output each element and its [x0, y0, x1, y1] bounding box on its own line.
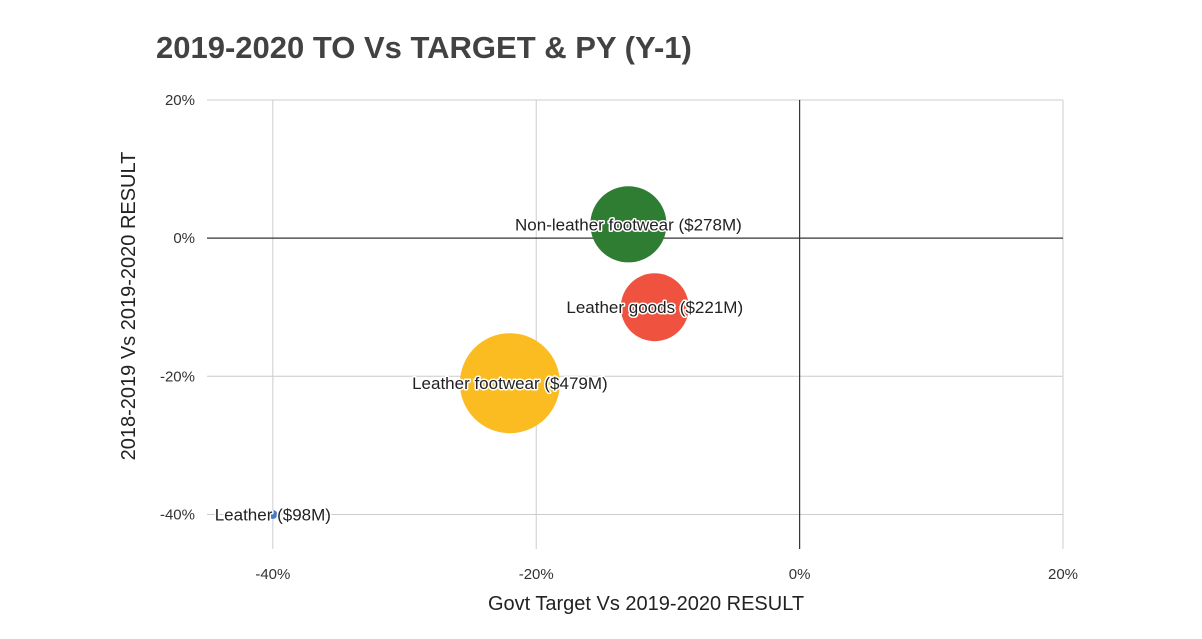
- x-tick-label: -40%: [255, 566, 290, 583]
- x-axis-title: Govt Target Vs 2019-2020 RESULT: [488, 593, 804, 615]
- x-tick-label: -20%: [519, 566, 554, 583]
- bubble-label: Leather goods ($221M): [566, 298, 743, 317]
- bubble-label: Leather ($98M): [215, 505, 331, 524]
- y-tick-label: -20%: [160, 368, 195, 385]
- bubble-label: Leather footwear ($479M): [412, 374, 608, 393]
- y-tick-label: 20%: [165, 92, 195, 109]
- y-axis-title: 2018-2019 Vs 2019-2020 RESULT: [118, 152, 140, 461]
- y-tick-label: -40%: [160, 506, 195, 523]
- bubble-label: Non-leather footwear ($278M): [515, 215, 742, 234]
- y-tick-label: 0%: [173, 230, 195, 247]
- tick-labels: 20% 0% -20% -40% -40% -20% 0% 20%: [160, 92, 1078, 583]
- chart-title: 2019-2020 TO Vs TARGET & PY (Y-1): [156, 30, 692, 65]
- x-tick-label: 20%: [1048, 566, 1078, 583]
- bubble: [268, 509, 278, 519]
- bubble: [620, 273, 689, 342]
- x-tick-label: 0%: [789, 566, 811, 583]
- bubble: [459, 333, 560, 434]
- bubble: [590, 186, 667, 263]
- grid-layer: [207, 99, 1064, 549]
- bubble-labels: Non-leather footwear ($278M) Leather good…: [213, 214, 744, 526]
- bubble-layer: [268, 186, 689, 519]
